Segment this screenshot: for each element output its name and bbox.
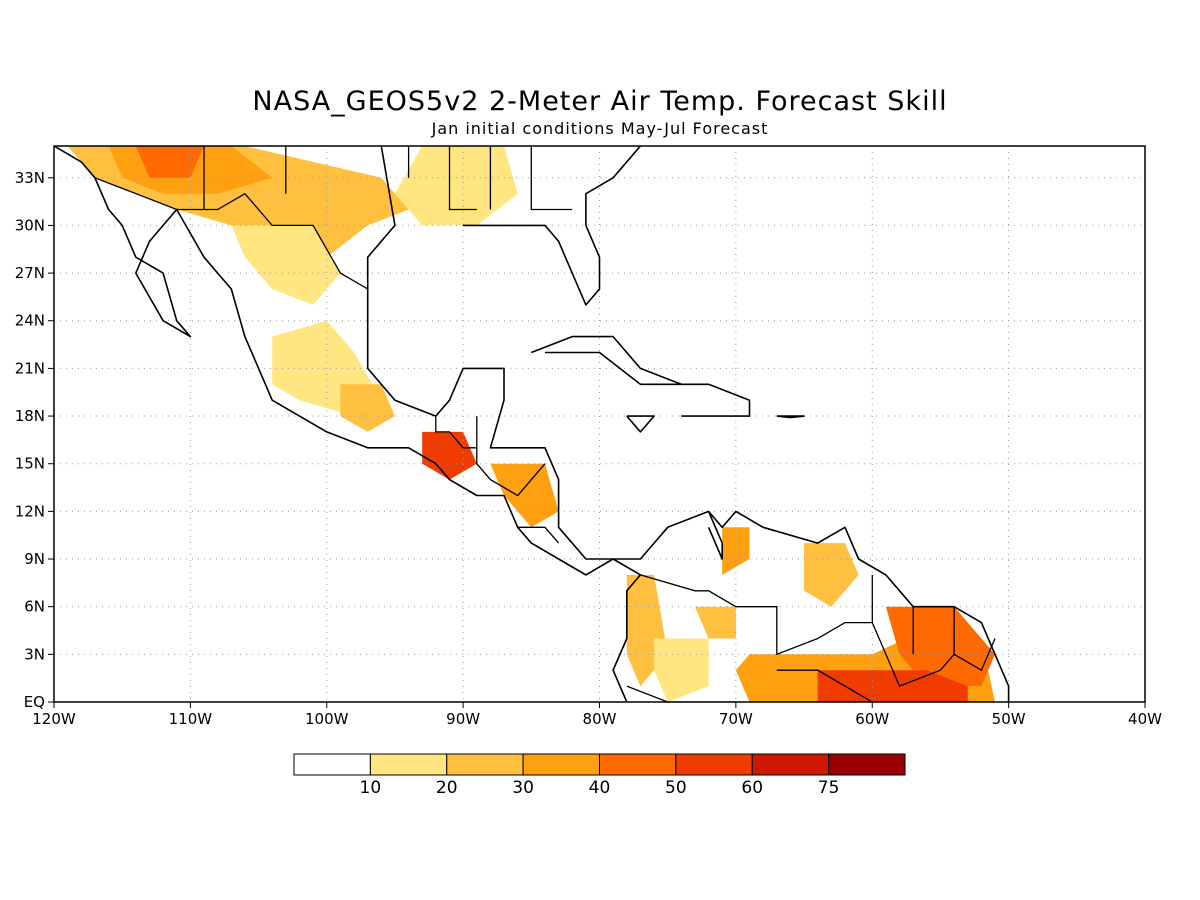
- political-border: [448, 146, 477, 211]
- skill-region-mexico-south: [340, 384, 395, 432]
- map-frame: [53, 145, 1146, 703]
- coastline: [707, 511, 724, 560]
- skill-region-amazon-core: [817, 670, 968, 702]
- colorbar-label: 50: [665, 778, 687, 798]
- colorbar-label: 60: [741, 778, 763, 798]
- tick-label-lon: 120W: [32, 710, 76, 728]
- skill-region-honduras: [490, 463, 559, 528]
- tick-label-lon: 90W: [446, 710, 480, 728]
- tick-label-lon: 60W: [855, 710, 889, 728]
- colorbar-swatch: [675, 753, 753, 776]
- colorbar-swatch: [369, 753, 448, 776]
- skill-region-venezuela-east: [804, 543, 859, 607]
- tick-label-lat: 6N: [24, 598, 45, 616]
- tick-label-lat: 33N: [15, 169, 45, 187]
- tick-label-lat: 9N: [24, 550, 45, 568]
- colorbar-label: 20: [436, 778, 458, 798]
- political-border: [626, 685, 736, 702]
- map-title: NASA_GEOS5v2 2-Meter Air Temp. Forecast …: [252, 86, 948, 117]
- axis-labels: 120W 110W 100W 90W 80W 70W 60W 50W 40W EQ 3N 6N 9N 12…: [15, 169, 1162, 728]
- tick-label-lat: 30N: [15, 216, 45, 234]
- coastline: [626, 415, 655, 433]
- tick-label-lon: 110W: [169, 710, 213, 728]
- colorbar-swatch: [293, 753, 371, 776]
- tick-label-lon: 50W: [992, 710, 1026, 728]
- coastline: [776, 415, 805, 419]
- map-subtitle: Jan initial conditions May-Jul Forecast: [431, 119, 769, 138]
- coastline: [54, 146, 642, 702]
- tick-label-lat: 27N: [15, 264, 45, 282]
- skill-region-guatemala: [422, 431, 477, 480]
- political-border: [435, 416, 478, 449]
- colorbar: 10 20 30 40 50 60 75: [293, 753, 906, 798]
- tick-label-lat: 24N: [15, 312, 45, 330]
- political-border: [640, 574, 873, 656]
- colorbar-swatch: [599, 753, 677, 776]
- colorbar-swatch: [828, 753, 906, 776]
- tick-label-lat: 12N: [15, 502, 45, 520]
- coastline: [366, 146, 1010, 702]
- tick-label-lat: 3N: [24, 645, 45, 663]
- tick-label-lat: 18N: [15, 407, 45, 425]
- political-border: [517, 526, 560, 544]
- skill-region-venezuela-west: [722, 527, 750, 575]
- political-border: [871, 622, 996, 687]
- skill-region-colombia-central: [654, 638, 709, 702]
- colorbar-swatch: [751, 753, 830, 776]
- colorbar-swatch: [446, 753, 524, 776]
- skill-region-az-hot: [135, 146, 204, 178]
- political-border: [776, 669, 873, 702]
- skill-region-venezuela-central: [695, 606, 736, 639]
- political-border: [476, 447, 546, 497]
- colorbar-label: 30: [512, 778, 534, 798]
- coastline-layer: [54, 146, 1010, 702]
- colorbar-swatch: [522, 753, 600, 776]
- colorbar-label: 10: [360, 778, 382, 798]
- colorbar-label: 75: [818, 778, 840, 798]
- tick-label-lat: EQ: [24, 693, 45, 711]
- skill-shading-layer: [67, 146, 995, 702]
- tick-label-lon: 40W: [1128, 710, 1162, 728]
- political-border: [94, 177, 369, 290]
- colorbar-label: 40: [589, 778, 611, 798]
- tick-label-lon: 100W: [305, 710, 349, 728]
- political-border: [530, 146, 573, 211]
- tick-label-lat: 21N: [15, 359, 45, 377]
- skill-region-gulf-coast-us: [394, 146, 518, 226]
- tick-label-lon: 80W: [583, 710, 617, 728]
- coastline: [531, 335, 683, 386]
- coastline: [681, 383, 751, 417]
- skill-region-mexico-north: [231, 225, 341, 305]
- tick-label-lon: 70W: [719, 710, 753, 728]
- coastline: [463, 146, 642, 306]
- tick-label-lat: 15N: [15, 455, 45, 473]
- gridlines: [54, 146, 1145, 702]
